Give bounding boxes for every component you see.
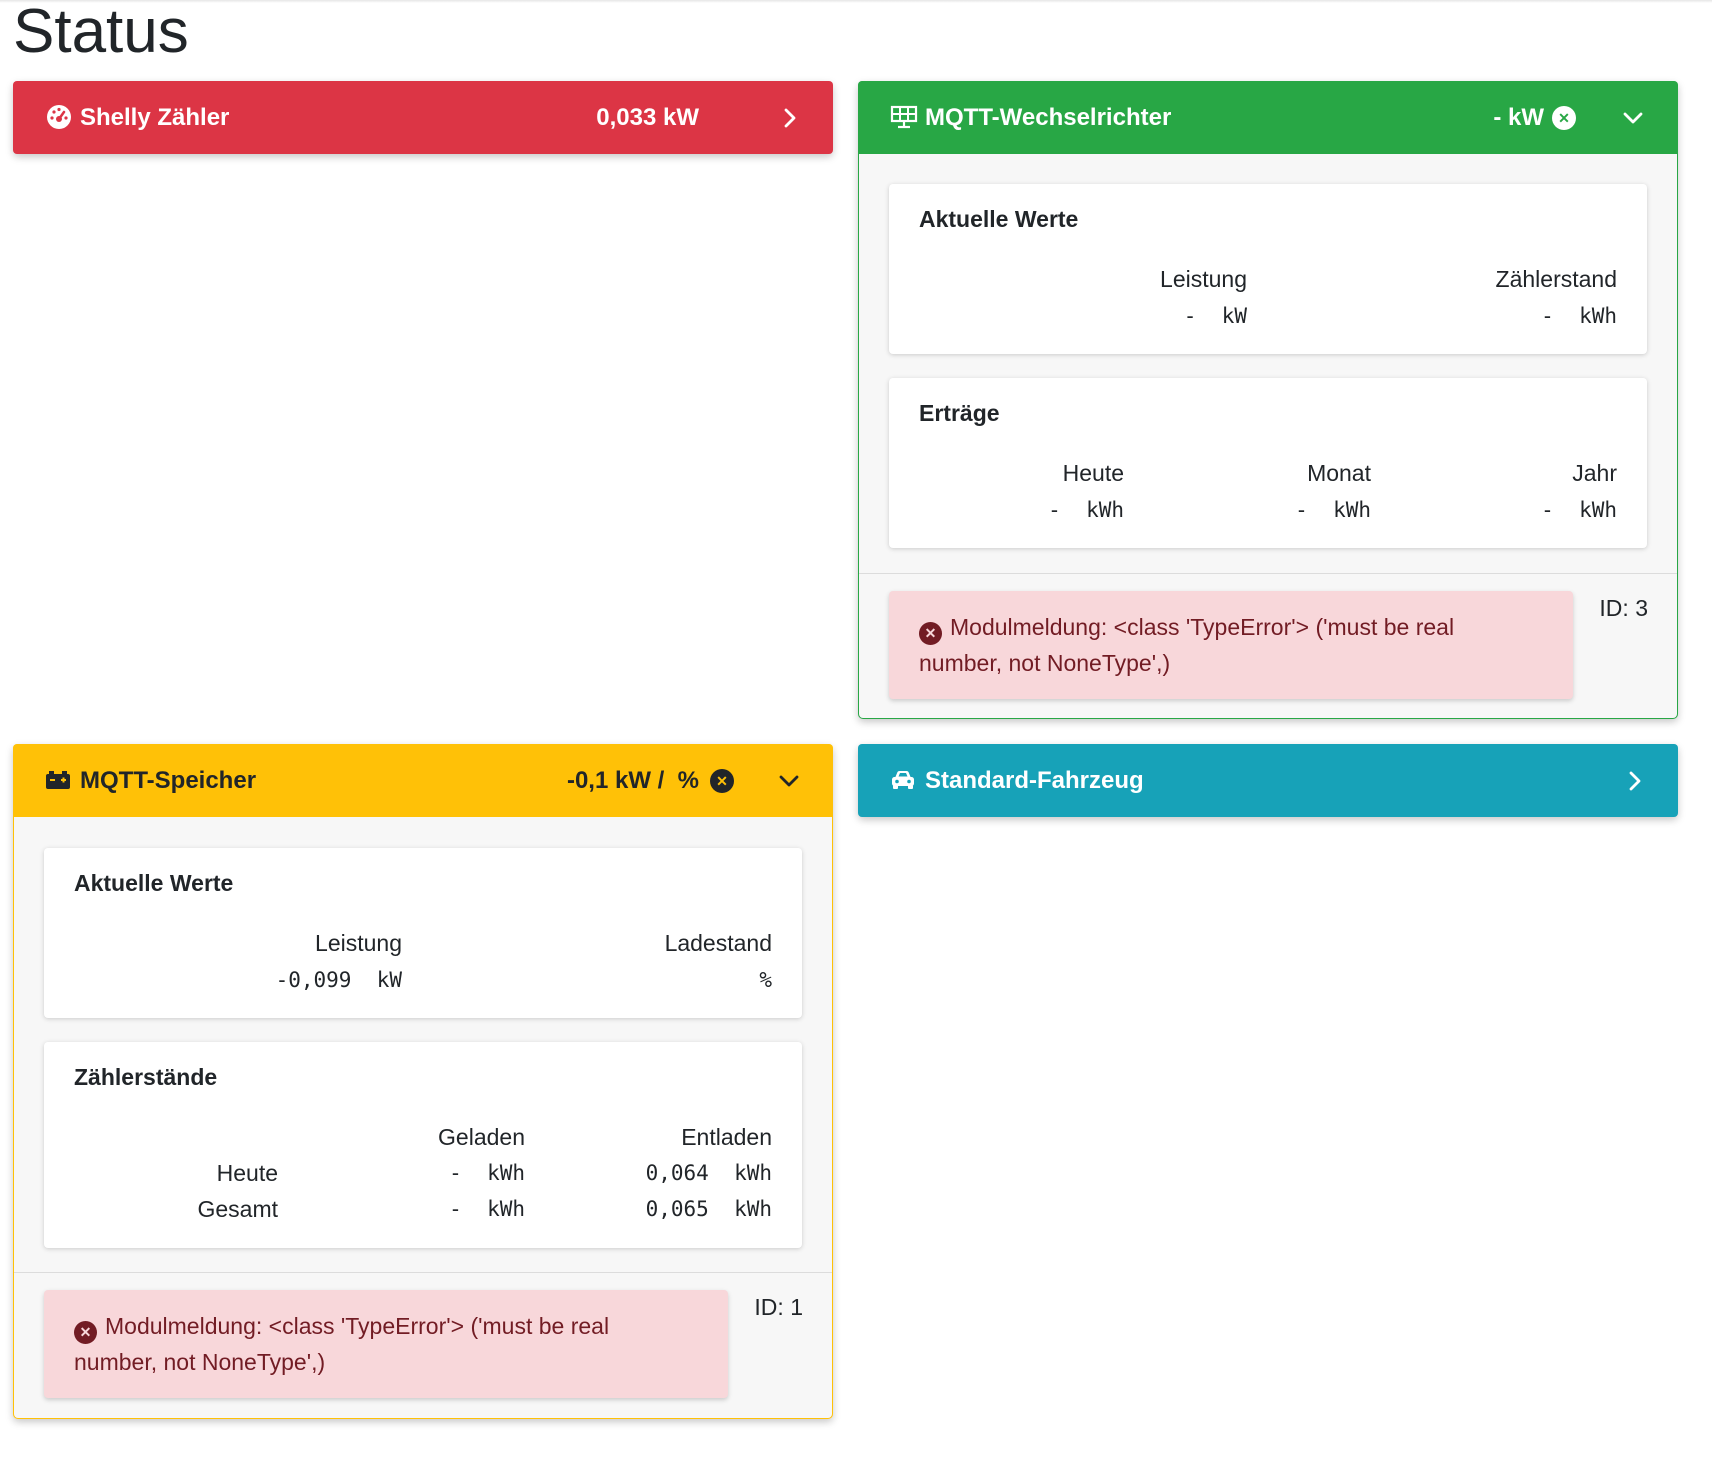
col-discharged-header: Entladen (681, 1124, 772, 1150)
card-standard-fahrzeug: Standard-Fahrzeug (858, 744, 1678, 817)
alert-text: Modulmeldung: <class 'TypeError'> ('must… (74, 1313, 610, 1375)
error-alert: ✕ Modulmeldung: <class 'TypeError'> ('mus… (44, 1290, 728, 1398)
power-label: Leistung (315, 930, 402, 956)
panel-title: Erträge (919, 400, 1000, 426)
card-mqtt-wechselrichter: MQTT-Wechselrichter - kW ✕ Aktuelle Wert… (858, 81, 1678, 719)
row-label-total: Gesamt (197, 1196, 278, 1222)
chevron-right-icon[interactable] (778, 106, 802, 130)
times-circle-icon: ✕ (1552, 106, 1576, 130)
row-charged-total: - kWh (449, 1197, 525, 1221)
solar-panel-icon (890, 105, 918, 129)
power-label: Leistung (1160, 266, 1247, 292)
card-value: - kW (1493, 104, 1544, 131)
card-title: Standard-Fahrzeug (925, 767, 1144, 794)
month-label: Monat (1307, 460, 1371, 486)
counter-label: Zählerstand (1495, 266, 1617, 292)
module-id: ID: 3 (1599, 595, 1648, 621)
panel-aktuelle-werte: Aktuelle Werte Leistung -0,099 kW Ladest… (44, 848, 802, 1018)
card-title: MQTT-Speicher (80, 767, 257, 794)
card-value: -0,1 kW / % (566, 767, 699, 794)
card-header-storage[interactable]: MQTT-Speicher -0,1 kW / % ✕ (13, 744, 833, 817)
card-header-inverter[interactable]: MQTT-Wechselrichter - kW ✕ (858, 81, 1678, 154)
counter-value: - kWh (1541, 304, 1617, 328)
soc-label: Ladestand (664, 930, 772, 956)
row-discharged-total: 0,065 kWh (645, 1197, 772, 1221)
chevron-down-icon[interactable] (1621, 106, 1645, 130)
error-alert: ✕ Modulmeldung: <class 'TypeError'> ('mus… (889, 591, 1573, 699)
times-circle-icon: ✕ (74, 1320, 97, 1344)
panel-ertraege: Erträge Heute - kWh Monat - kWh Jahr - k… (889, 378, 1647, 548)
module-id: ID: 1 (754, 1294, 803, 1320)
car-battery-icon (46, 771, 70, 789)
top-shadow-line (0, 0, 1712, 3)
month-value: - kWh (1295, 498, 1371, 522)
card-title: Shelly Zähler (80, 104, 230, 131)
card-header-vehicle[interactable]: Standard-Fahrzeug (858, 744, 1678, 817)
row-charged-today: - kWh (449, 1161, 525, 1185)
year-value: - kWh (1541, 498, 1617, 522)
footer-divider (14, 1272, 832, 1273)
times-circle-icon: ✕ (710, 769, 734, 793)
chevron-down-icon[interactable] (777, 769, 801, 793)
year-label: Jahr (1572, 460, 1617, 486)
tachometer-icon (47, 105, 71, 129)
card-title: MQTT-Wechselrichter (925, 104, 1172, 131)
card-header-shelly[interactable]: Shelly Zähler 0,033 kW (13, 81, 833, 154)
card-mqtt-speicher: MQTT-Speicher -0,1 kW / % ✕ Aktuelle Wer… (13, 744, 833, 1419)
panel-title: Zählerstände (74, 1064, 218, 1090)
footer-divider (859, 573, 1677, 574)
panel-title: Aktuelle Werte (74, 870, 234, 896)
today-value: - kWh (1048, 498, 1124, 522)
power-value: -0,099 kW (275, 968, 402, 992)
soc-value: % (759, 968, 772, 992)
power-value: - kW (1183, 304, 1247, 328)
row-label-today: Heute (216, 1160, 278, 1186)
car-icon (892, 771, 914, 789)
times-circle-icon: ✕ (919, 621, 942, 645)
panel-zaehlerstaende: Zählerstände Geladen Entladen Heute - kW… (44, 1042, 802, 1248)
card-shelly-zaehler: Shelly Zähler 0,033 kW (13, 81, 833, 154)
row-discharged-today: 0,064 kWh (645, 1161, 772, 1185)
col-charged-header: Geladen (438, 1124, 525, 1150)
today-label: Heute (1062, 460, 1124, 486)
card-value: 0,033 kW (596, 104, 699, 131)
panel-title: Aktuelle Werte (919, 206, 1079, 232)
panel-aktuelle-werte: Aktuelle Werte Leistung - kW Zählerstand… (889, 184, 1647, 354)
page-title: Status (13, 0, 189, 66)
alert-text: Modulmeldung: <class 'TypeError'> ('must… (919, 614, 1455, 676)
chevron-right-icon[interactable] (1623, 769, 1647, 793)
